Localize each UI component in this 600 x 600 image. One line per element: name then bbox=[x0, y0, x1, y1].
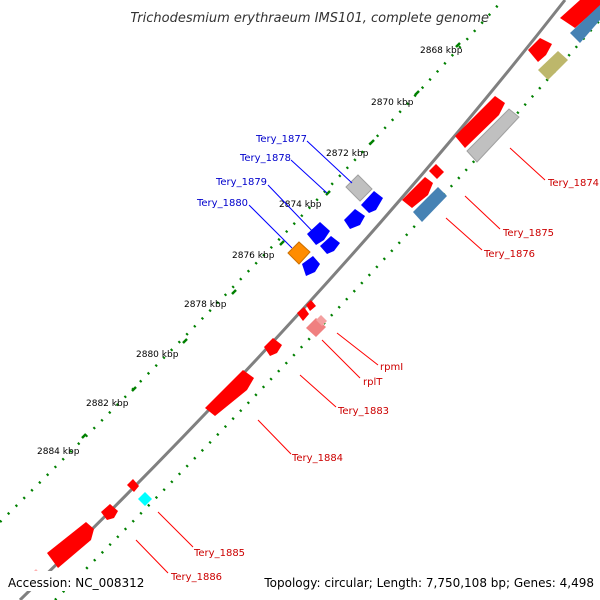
leader-line bbox=[321, 339, 361, 379]
leader-line bbox=[157, 511, 194, 548]
leader-line bbox=[445, 217, 483, 251]
accession-text: Accession: NC_008312 bbox=[8, 576, 144, 590]
tick-label: 2876 kbp bbox=[232, 251, 275, 261]
leader-line bbox=[257, 419, 292, 455]
major-tick bbox=[182, 338, 188, 344]
gene-label-tery-1879[interactable]: Tery_1879 bbox=[215, 177, 267, 188]
gene-arrow-rplt[interactable] bbox=[316, 315, 327, 326]
gene-arrow-tery-1885b[interactable] bbox=[101, 504, 118, 520]
gene-label-tery-1875[interactable]: Tery_1875 bbox=[502, 228, 554, 239]
gene-arrow-tery-1879b[interactable] bbox=[320, 236, 340, 254]
gene-arrow-tery-1874[interactable] bbox=[455, 96, 505, 148]
gene-arrow-top-steel[interactable] bbox=[570, 5, 600, 43]
major-tick bbox=[279, 240, 285, 246]
major-tick bbox=[325, 190, 331, 196]
outer-tick-track bbox=[0, 2, 501, 523]
blue-leader-lines bbox=[248, 140, 353, 249]
gene-label-tery-1884[interactable]: Tery_1884 bbox=[291, 453, 343, 464]
tick-label: 2884 kbp bbox=[37, 447, 80, 457]
gene-arrow-tery-1885a[interactable] bbox=[127, 479, 139, 492]
gene-arrow-small-a[interactable] bbox=[297, 307, 309, 321]
gene-label-tery-1877[interactable]: Tery_1877 bbox=[255, 134, 307, 145]
genome-backbone bbox=[18, 0, 567, 600]
leader-line bbox=[336, 332, 379, 366]
gene-arrow-tery-1874b[interactable] bbox=[466, 108, 520, 163]
gene-label-tery-1885[interactable]: Tery_1885 bbox=[193, 548, 245, 559]
leader-line bbox=[509, 147, 546, 181]
gene-label-tery-1880[interactable]: Tery_1880 bbox=[196, 198, 248, 209]
gene-arrow-tery-1875[interactable] bbox=[402, 177, 433, 208]
tick-label: 2868 kbp bbox=[420, 46, 463, 56]
major-tick bbox=[231, 289, 237, 295]
major-tick bbox=[455, 42, 461, 48]
gene-arrow-tery-1878[interactable] bbox=[361, 191, 383, 213]
gene-arrow-khaki[interactable] bbox=[538, 51, 568, 80]
major-tick bbox=[81, 433, 87, 439]
leader-line bbox=[290, 159, 328, 194]
major-tick bbox=[369, 139, 375, 145]
gene-label-tery-1876[interactable]: Tery_1876 bbox=[483, 249, 535, 260]
gene-label-tery-1874[interactable]: Tery_1874 bbox=[547, 178, 599, 189]
gene-label-rpml[interactable]: rpmI bbox=[380, 362, 403, 373]
tick-label: 2870 kbp bbox=[371, 98, 414, 108]
gene-arrow-tery-1879[interactable] bbox=[307, 222, 330, 245]
gene-arrow-tery-1880b[interactable] bbox=[302, 256, 320, 276]
red-leader-lines bbox=[135, 147, 546, 574]
gene-arrow-tery-1880[interactable] bbox=[287, 241, 311, 265]
gene-arrow-tery-1878b[interactable] bbox=[344, 209, 365, 229]
leader-line bbox=[267, 184, 317, 236]
gene-label-rplt[interactable]: rplT bbox=[363, 377, 383, 388]
tick-label: 2874 kbp bbox=[279, 200, 322, 210]
gene-label-tery-1883[interactable]: Tery_1883 bbox=[337, 406, 389, 417]
leader-line bbox=[299, 374, 337, 408]
gene-arrow-cyan[interactable] bbox=[138, 492, 152, 506]
gene-arrow-tery-1886[interactable] bbox=[47, 522, 94, 568]
gene-label-tery-1878[interactable]: Tery_1878 bbox=[239, 153, 291, 164]
tick-label: 2878 kbp bbox=[184, 300, 227, 310]
gene-arrow-top-red[interactable] bbox=[560, 0, 600, 28]
tick-label: 2882 kbp bbox=[86, 399, 129, 409]
major-tick bbox=[131, 386, 137, 392]
gene-arrow-tery-1884[interactable] bbox=[205, 370, 254, 416]
gene-label-tery-1886[interactable]: Tery_1886 bbox=[170, 572, 222, 583]
gene-arrow-small-b[interactable] bbox=[306, 300, 316, 311]
outer-major-ticks bbox=[81, 42, 461, 439]
gene-arrow-tery-1875b[interactable] bbox=[429, 164, 444, 179]
gene-arrow-tery-1883[interactable] bbox=[264, 338, 282, 356]
map-title: Trichodesmium erythraeum IMS101, complet… bbox=[130, 11, 489, 26]
leader-line bbox=[306, 140, 353, 184]
genome-stats-text: Topology: circular; Length: 7,750,108 bp… bbox=[263, 576, 594, 590]
gene-arrow-red-b[interactable] bbox=[528, 38, 552, 62]
gene-arrow-tery-1877[interactable] bbox=[345, 174, 373, 202]
gene-arrow-tery-1876[interactable] bbox=[413, 187, 447, 222]
tick-label: 2872 kbp bbox=[326, 149, 369, 159]
stats-background bbox=[256, 571, 598, 591]
tick-label: 2880 kbp bbox=[136, 350, 179, 360]
inner-tick-track bbox=[54, 19, 600, 600]
leader-line bbox=[135, 539, 169, 574]
major-tick bbox=[414, 90, 420, 96]
accession-background bbox=[4, 571, 144, 591]
leader-line bbox=[248, 204, 293, 249]
leader-line bbox=[464, 195, 501, 230]
